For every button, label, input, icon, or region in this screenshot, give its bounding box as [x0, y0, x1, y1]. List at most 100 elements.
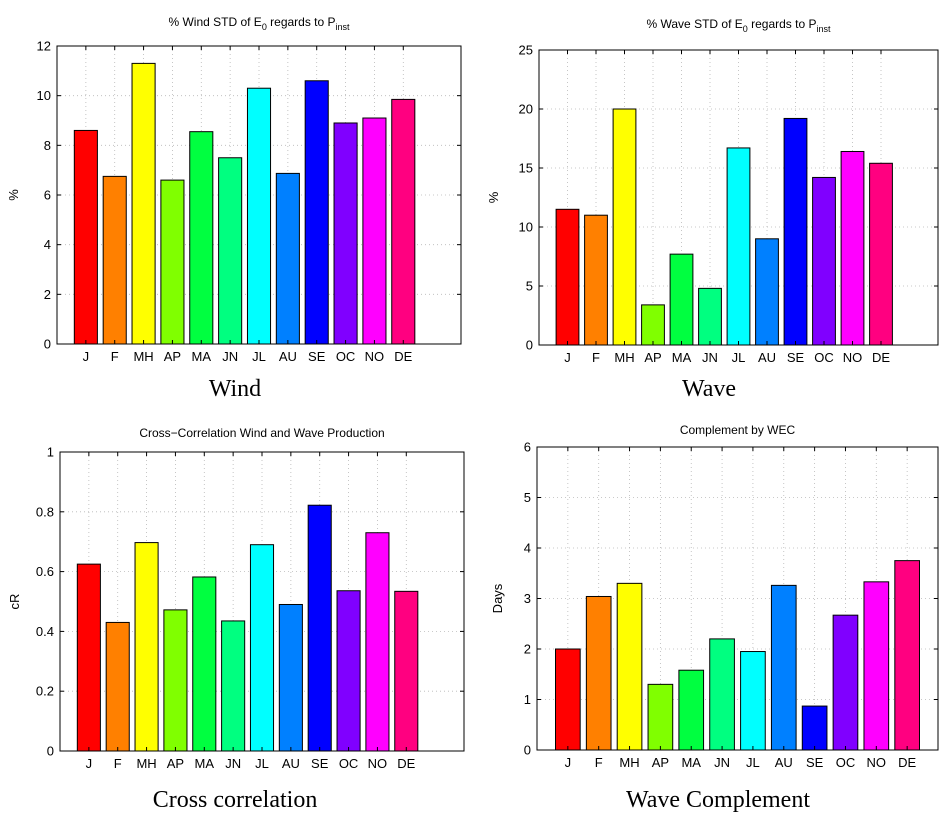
chart-cross-correlation: 0 0.2 0.4 0.6 0.8 1 J F MH AP MA JN JL AU SE OC NO DE cR Cr…	[7, 426, 465, 771]
chart-wind: 0 2 4 6 8 10 12 J F MH AP MA JN JL AU SE OC NO DE% % Wind S…	[6, 15, 462, 364]
y-tick-label: 5	[524, 490, 531, 505]
y-tick-label: 0	[526, 338, 533, 353]
bar-se	[801, 705, 828, 751]
y-tick-label: 0.8	[36, 504, 54, 519]
x-tick-label: J	[565, 755, 572, 770]
x-tick-label: J	[564, 350, 571, 365]
bar-ma	[669, 253, 694, 346]
x-tick-label: F	[592, 350, 600, 365]
x-tick-label: AP	[644, 350, 661, 365]
bar-jn	[218, 157, 243, 345]
x-tick-label: MA	[681, 755, 701, 770]
y-tick-label: 2	[524, 642, 531, 657]
x-tick-label: JN	[222, 349, 238, 364]
y-tick-label: 0	[47, 744, 54, 759]
x-tick-label: J	[83, 349, 90, 364]
chart-title: Complement by WEC	[680, 423, 796, 437]
bar-jl	[740, 651, 766, 751]
y-tick-label: 5	[526, 279, 533, 294]
x-tick-label: J	[86, 756, 93, 771]
bar-de	[391, 98, 416, 345]
caption-wave: Wave	[681, 376, 737, 402]
bar-se	[304, 80, 329, 345]
x-tick-label: JN	[714, 755, 730, 770]
x-tick-label: DE	[394, 349, 412, 364]
chart-title: Cross−Correlation Wind and Wave Producti…	[139, 426, 384, 440]
y-tick-label: 0.6	[36, 564, 54, 579]
y-tick-label: 12	[37, 39, 51, 54]
x-tick-label: SE	[308, 349, 326, 364]
caption-wave-complement: Wave Complement	[625, 787, 811, 813]
x-tick-label: SE	[806, 755, 824, 770]
x-tick-label: AU	[775, 755, 793, 770]
bar-no	[863, 581, 890, 751]
x-tick-label: MH	[136, 756, 156, 771]
x-tick-label: F	[111, 349, 119, 364]
x-tick-label: F	[114, 756, 122, 771]
x-tick-label: MH	[619, 755, 639, 770]
x-tick-label: OC	[339, 756, 359, 771]
y-axis-label: %	[6, 189, 21, 201]
bar-oc	[333, 122, 358, 345]
y-axis-label: %	[486, 191, 501, 203]
bar-au	[755, 238, 779, 346]
x-tick-label: AP	[167, 756, 184, 771]
chart-panel-wave-complement: 0 1 2 3 4 5 6 J F MH AP MA JN JL AU SE OC NO DE Days Complem…	[473, 407, 946, 814]
x-tick-label: MA	[195, 756, 215, 771]
bar-j	[555, 648, 581, 751]
bar-ma	[678, 669, 705, 751]
x-tick-label: JL	[255, 756, 269, 771]
bar-mh	[134, 542, 159, 752]
bar-au	[278, 603, 303, 752]
y-tick-label: 3	[524, 591, 531, 606]
y-tick-label: 4	[524, 541, 531, 556]
chart-wave-complement: 0 1 2 3 4 5 6 J F MH AP MA JN JL AU SE OC NO DE Days Complem…	[490, 423, 939, 770]
bar-j	[555, 208, 580, 346]
bar-ma	[192, 576, 217, 752]
x-tick-label: OC	[814, 350, 834, 365]
y-tick-label: 6	[44, 188, 51, 203]
bar-f	[102, 175, 127, 345]
bar-se	[307, 504, 332, 752]
bar-oc	[336, 590, 361, 752]
y-tick-label: 0.2	[36, 684, 54, 699]
caption-wind: Wind	[208, 376, 262, 402]
bar-ma	[189, 131, 214, 345]
x-tick-label: NO	[867, 755, 887, 770]
bar-au	[275, 172, 300, 345]
x-tick-label: MH	[133, 349, 153, 364]
bar-ap	[647, 683, 674, 751]
x-tick-label: F	[595, 755, 603, 770]
x-tick-label: MA	[192, 349, 212, 364]
y-tick-label: 0	[44, 337, 51, 352]
chart-panel-cross-correlation: 0 0.2 0.4 0.6 0.8 1 J F MH AP MA JN JL AU SE OC NO DE cR Cr…	[0, 407, 473, 814]
y-axis-label: Days	[490, 583, 505, 613]
x-tick-label: JN	[702, 350, 718, 365]
bar-no	[362, 117, 387, 345]
bar-de	[394, 590, 419, 752]
bar-mh	[131, 62, 156, 345]
x-tick-label: OC	[336, 349, 356, 364]
x-tick-label: JN	[225, 756, 241, 771]
x-tick-label: DE	[898, 755, 916, 770]
y-tick-label: 15	[519, 161, 533, 176]
bar-oc	[832, 614, 859, 751]
bar-jn	[221, 620, 246, 752]
bar-ap	[641, 304, 665, 346]
bar-jl	[246, 87, 272, 345]
chart-title: % Wind STD of E0 regards to Pinst	[168, 15, 350, 32]
x-tick-label: SE	[787, 350, 805, 365]
x-tick-label: MA	[672, 350, 692, 365]
bar-jl	[249, 544, 275, 752]
chart-panel-wave: 0 5 10 15 20 25 J F MH AP MA JN JL AU SE OC NO DE% % Wave …	[473, 0, 946, 407]
bar-j	[76, 563, 101, 752]
bar-j	[73, 129, 98, 345]
x-tick-label: DE	[872, 350, 890, 365]
x-tick-label: SE	[311, 756, 329, 771]
bar-jn	[709, 638, 735, 751]
x-tick-label: NO	[365, 349, 385, 364]
y-tick-label: 4	[44, 237, 51, 252]
y-tick-label: 8	[44, 138, 51, 153]
caption-cross-correlation: Cross correlation	[152, 787, 318, 813]
bar-jl	[726, 147, 751, 346]
